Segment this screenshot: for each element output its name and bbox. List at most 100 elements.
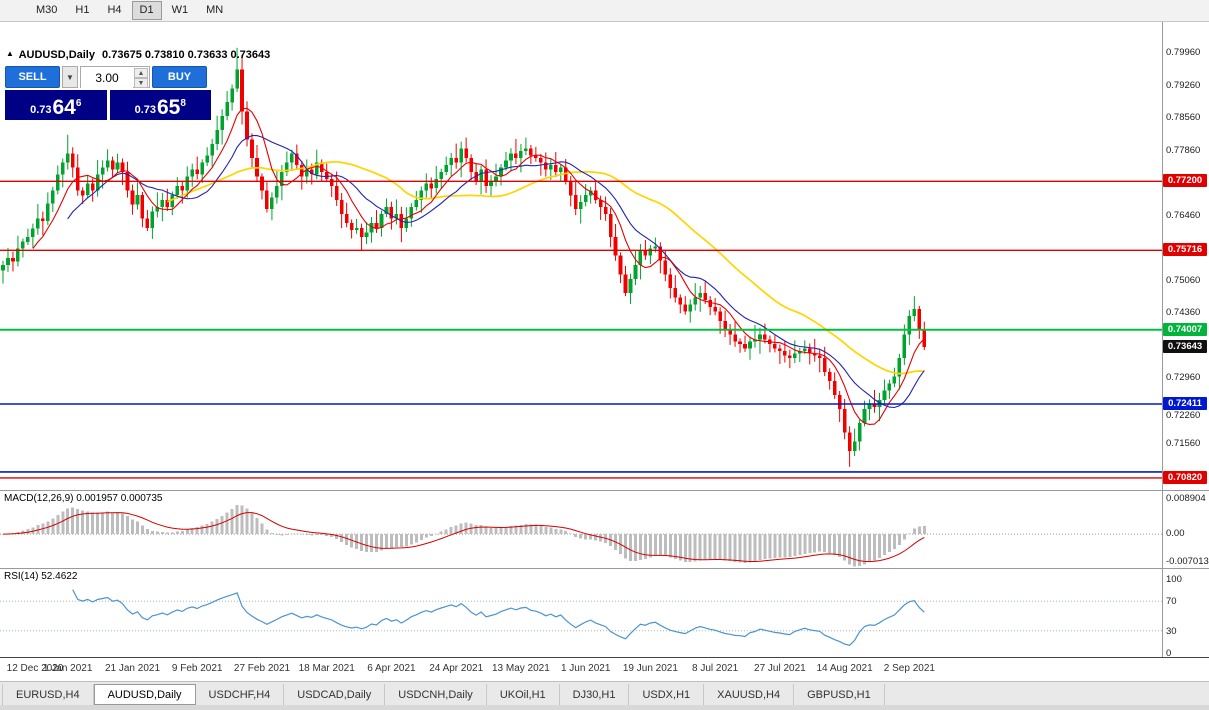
candle [748, 336, 752, 360]
sell-button[interactable]: SELL [5, 66, 60, 88]
candle [434, 165, 439, 194]
rsi-label: RSI(14) 52.4622 [4, 571, 78, 582]
time-axis[interactable]: 12 Dec 2020 1 Jan 2021 21 Jan 2021 9 Feb 20… [0, 658, 1209, 681]
moving-average-line[interactable] [67, 135, 925, 409]
rsi-indicator-pane[interactable] [0, 569, 1162, 657]
rsi-axis-label: 100 [1166, 574, 1182, 585]
sell-price-point: 6 [75, 98, 82, 109]
candle [708, 296, 712, 316]
candle [484, 159, 488, 193]
candle [459, 141, 463, 178]
candle [688, 299, 692, 323]
candle [285, 151, 289, 177]
candle [70, 147, 75, 178]
candle [230, 84, 234, 111]
candle [354, 218, 359, 234]
candle [85, 175, 90, 199]
candle [95, 159, 100, 197]
candle [867, 399, 872, 421]
chart-tab-usdx-h1[interactable]: USDX,H1 [629, 684, 705, 705]
volume-dropdown-button[interactable]: ▼ [62, 66, 78, 88]
candle [260, 173, 264, 200]
candle [603, 196, 608, 221]
candle [220, 109, 224, 145]
timeframe-button-h4[interactable]: H4 [99, 1, 129, 20]
rsi-axis-label: 70 [1166, 596, 1177, 608]
candle [384, 198, 389, 218]
tabs-scrollbar[interactable] [0, 705, 1209, 710]
pane-separator[interactable] [0, 490, 1209, 491]
candle [240, 54, 244, 125]
candle [514, 138, 518, 165]
price-axis-label: 0.72260 [1166, 410, 1201, 421]
macd-axis-label: -0.007013 [1166, 556, 1209, 567]
buy-button[interactable]: BUY [152, 66, 207, 88]
timeframe-button-m30[interactable]: M30 [28, 1, 65, 20]
chart-tab-ukoil-h1[interactable]: UKOil,H1 [487, 684, 560, 705]
candle [668, 268, 673, 299]
candle [524, 137, 528, 156]
candle [275, 171, 279, 204]
candle [135, 182, 140, 210]
candle [563, 158, 568, 185]
chart-tab-usdcad-daily[interactable]: USDCAD,Daily [284, 684, 386, 705]
candle [374, 210, 379, 233]
buy-price-display[interactable]: 0.73 65 8 [109, 90, 211, 120]
spinner-up-icon[interactable]: ▲ [134, 68, 148, 78]
candle [857, 419, 862, 451]
chart-tab-audusd-daily[interactable]: AUDUSD,Daily [93, 684, 196, 705]
candle [862, 400, 867, 427]
moving-average-line[interactable] [166, 160, 925, 375]
rsi-axis-label: 0 [1166, 648, 1172, 659]
candle [210, 138, 214, 167]
timeframe-button-d1[interactable]: D1 [131, 1, 162, 20]
sell-price-display[interactable]: 0.73 64 6 [5, 90, 107, 120]
candle [817, 348, 822, 373]
candle [583, 184, 588, 207]
candle [808, 343, 812, 365]
macd-axis-label: 0.008904 [1166, 493, 1206, 504]
time-axis-label: 6 Apr 2021 [367, 663, 416, 674]
price-chart[interactable] [0, 22, 1162, 490]
chart-tab-dj30-h1[interactable]: DJ30,H1 [560, 684, 630, 705]
candle [902, 324, 907, 365]
chart-tab-usdcnh-daily[interactable]: USDCNH,Daily [385, 684, 487, 705]
candle [36, 204, 40, 235]
chart-tab-xauusd-h4[interactable]: XAUUSD,H4 [704, 684, 795, 705]
candle [205, 147, 209, 166]
candle [892, 367, 897, 388]
time-axis-line [0, 657, 1209, 658]
candle [678, 294, 683, 314]
timeframe-button-w1[interactable]: W1 [164, 1, 197, 20]
candle [100, 160, 105, 189]
timeframe-button-mn[interactable]: MN [198, 1, 231, 20]
chart-tab-gbpusd-h1[interactable]: GBPUSD,H1 [794, 684, 885, 705]
spinner-down-icon[interactable]: ▼ [134, 78, 148, 88]
candle [847, 426, 852, 467]
candle [613, 224, 618, 261]
candle [270, 192, 274, 221]
candle [414, 191, 419, 211]
candle [6, 247, 10, 272]
pane-separator[interactable] [0, 568, 1209, 569]
time-axis-label: 24 Apr 2021 [429, 663, 484, 674]
candle [464, 137, 468, 163]
candle [225, 91, 229, 121]
macd-indicator-pane[interactable] [0, 491, 1162, 568]
candle [713, 298, 717, 316]
time-axis-label: 14 Aug 2021 [816, 663, 873, 674]
timeframe-button-h1[interactable]: H1 [67, 1, 97, 20]
candle [728, 324, 732, 345]
price-axis-label: 0.75060 [1166, 274, 1201, 286]
price-axis-label: 0.77860 [1166, 144, 1201, 156]
price-axis-label: 0.79260 [1166, 79, 1201, 91]
chart-tab-eurusd-h4[interactable]: EURUSD,H4 [2, 684, 94, 705]
volume-input[interactable] [81, 68, 133, 88]
sell-price-prefix: 0.73 [30, 104, 52, 116]
price-axis-label: 0.78560 [1166, 112, 1201, 123]
candle [882, 379, 887, 404]
moving-average-line[interactable] [32, 107, 925, 425]
chart-tab-usdchf-h4[interactable]: USDCHF,H4 [196, 684, 285, 705]
candle [110, 156, 115, 178]
